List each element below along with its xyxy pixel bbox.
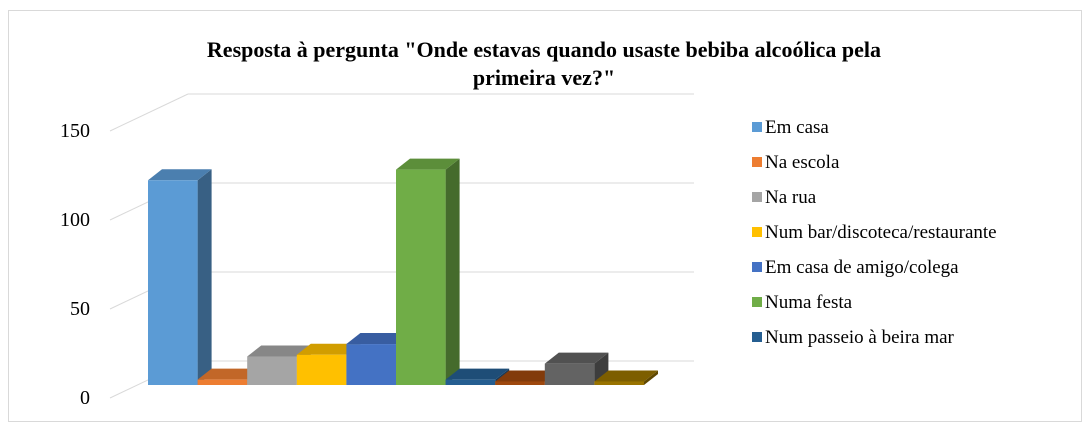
bar-front: [495, 381, 545, 385]
bar-top: [148, 169, 212, 181]
legend-item: Num passeio à beira mar: [752, 327, 955, 348]
bar-top: [445, 368, 510, 380]
legend: Em casa Na escola Na rua Num bar/discoteca/…: [752, 117, 997, 348]
legend-label: Na escola: [765, 152, 840, 173]
bars: [148, 158, 658, 385]
legend-label: Num bar/discoteca/restaurante: [765, 222, 997, 243]
legend-item: Num bar/discoteca/restaurante: [752, 222, 997, 243]
bar-top: [296, 343, 361, 355]
legend-label: Num passeio à beira mar: [765, 327, 955, 348]
bar: [396, 158, 460, 385]
bar-front: [445, 379, 496, 385]
legend-swatch: [752, 157, 762, 167]
bar-front: [396, 169, 446, 385]
bar-top: [247, 345, 311, 357]
y-tick-label: 0: [80, 387, 90, 409]
bar: [544, 352, 609, 385]
chart-title-line-2: primeira vez?": [472, 65, 616, 90]
bar-front: [296, 354, 347, 385]
y-tick-label: 100: [60, 209, 90, 231]
legend-swatch: [752, 297, 762, 307]
legend-swatch: [752, 227, 762, 237]
bar-top: [594, 370, 658, 382]
y-tick-label: 50: [70, 298, 90, 320]
legend-item: Em casa de amigo/colega: [752, 257, 959, 278]
chart-title-line-1: Resposta à pergunta "Onde estavas quando…: [206, 37, 882, 62]
y-axis-ticks: 0 50 100 150: [60, 120, 90, 409]
bar-front: [346, 344, 396, 385]
legend-swatch: [752, 332, 762, 342]
bar-top: [495, 370, 559, 382]
bar-side: [445, 158, 460, 385]
bar-top: [396, 158, 460, 170]
bar-front: [148, 180, 198, 385]
legend-swatch: [752, 192, 762, 202]
legend-item: Em casa: [752, 117, 829, 138]
bar: [594, 370, 658, 385]
bar: [148, 169, 212, 385]
legend-item: Numa festa: [752, 292, 853, 313]
legend-swatch: [752, 122, 762, 132]
bar-front: [594, 381, 644, 385]
legend-label: Em casa: [765, 117, 829, 138]
bar-top: [197, 368, 262, 380]
bar-front: [247, 356, 297, 385]
bar-front: [544, 363, 595, 385]
y-tick-label: 150: [60, 120, 90, 142]
bar-side: [644, 370, 658, 385]
chart-title: Resposta à pergunta "Onde estavas quando…: [0, 36, 1088, 92]
legend-label: Em casa de amigo/colega: [765, 257, 959, 278]
legend-item: Na rua: [752, 187, 817, 208]
legend-swatch: [752, 262, 762, 272]
legend-label: Na rua: [765, 187, 817, 208]
bar-side: [197, 169, 212, 385]
bar-top: [544, 352, 609, 364]
legend-item: Na escola: [752, 152, 840, 173]
bar-front: [197, 379, 248, 385]
bar-top: [346, 333, 410, 345]
legend-label: Numa festa: [765, 292, 853, 313]
bar-side: [594, 352, 609, 385]
gridline-diagonal: [109, 93, 189, 132]
